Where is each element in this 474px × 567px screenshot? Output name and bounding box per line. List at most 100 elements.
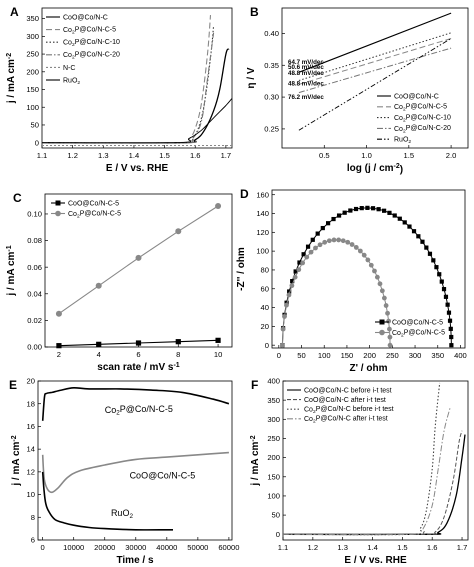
y-axis-label: j / mA cm-2​ xyxy=(11,435,22,486)
panel-letter: F xyxy=(251,378,258,392)
data-point xyxy=(365,257,371,263)
legend-entry: Co2​P@Co/N-C-10 xyxy=(63,39,120,48)
x-tick-label: 40000 xyxy=(156,543,177,552)
x-axis-label: log (j / cm-2​) xyxy=(347,163,403,176)
data-point xyxy=(320,225,325,231)
series-line xyxy=(282,434,466,536)
data-point xyxy=(349,242,355,247)
series-line xyxy=(298,38,452,131)
series-label: CoO@Co/N-C-5 xyxy=(130,471,196,481)
x-tick-label: 0 xyxy=(277,351,281,360)
plot-frame xyxy=(37,380,233,541)
data-point xyxy=(300,260,306,266)
x-tick-label: 20000 xyxy=(94,543,115,552)
data-point xyxy=(310,237,315,242)
x-tick-label: 10000 xyxy=(63,543,84,552)
x-tick-label: 50 xyxy=(297,351,305,360)
x-tick-label: 150 xyxy=(341,351,354,360)
panel-d: 0 50 100 150 200 250 300 350 400 0 20 40 60 80 100 120 1… xyxy=(236,187,467,374)
x-tick-label: 0.5 xyxy=(319,151,330,160)
y-tick-label: 40 xyxy=(261,303,269,312)
series-line xyxy=(41,48,230,144)
x-tick-label: 300 xyxy=(409,351,422,360)
data-point xyxy=(359,206,364,211)
data-point xyxy=(381,295,387,301)
tafel-slope-label: 76.2 mV/dec xyxy=(288,94,324,101)
data-point xyxy=(301,252,306,257)
data-point xyxy=(326,238,332,244)
data-point xyxy=(449,343,454,348)
data-point xyxy=(289,283,295,289)
data-point xyxy=(322,239,328,245)
y-tick-label: 0.02 xyxy=(27,316,42,325)
data-point xyxy=(331,237,337,243)
y-tick-label: 20 xyxy=(261,322,269,331)
data-point xyxy=(296,267,302,273)
series-line xyxy=(41,451,229,494)
series-line xyxy=(281,239,391,346)
data-point xyxy=(441,287,447,292)
data-point xyxy=(340,238,346,244)
tafel-slope-label: 50.6 mV/dec xyxy=(288,64,324,71)
legend-entry: CoO@Co/N-C after i-t test xyxy=(304,397,386,404)
y-tick-label: 0.00 xyxy=(27,343,42,352)
data-point xyxy=(383,303,389,308)
data-point xyxy=(448,326,453,331)
x-tick-label: 100 xyxy=(318,351,331,360)
tafel-slope-label: 64.7 mV/dec xyxy=(288,59,324,66)
data-point xyxy=(286,292,292,298)
y-axis-label: -Z'' / ohm xyxy=(236,247,247,291)
data-point xyxy=(379,288,385,294)
data-point xyxy=(447,318,453,323)
data-point xyxy=(342,210,347,215)
y-tick-label: 0.04 xyxy=(27,289,42,298)
data-point xyxy=(290,279,295,284)
data-point xyxy=(387,210,392,215)
y-tick-label: 12 xyxy=(27,467,35,476)
series-line xyxy=(41,15,212,144)
x-axis-label: Time / s xyxy=(116,555,153,566)
data-point xyxy=(424,245,429,250)
x-tick-label: 1.4 xyxy=(367,543,378,552)
legend-marker xyxy=(55,200,61,206)
x-tick-label: 1.2 xyxy=(67,151,78,160)
data-point xyxy=(392,213,397,218)
y-tick-label: 16 xyxy=(27,422,35,431)
data-point xyxy=(385,310,390,316)
y-tick-label: 200 xyxy=(267,453,280,462)
panel-letter: A xyxy=(10,5,19,19)
y-tick-label: 0 xyxy=(276,530,280,539)
panel-letter: C xyxy=(13,191,22,205)
data-point xyxy=(411,229,417,234)
data-point xyxy=(331,216,336,222)
data-point xyxy=(365,205,370,210)
y-tick-label: 350 xyxy=(267,396,280,405)
data-point xyxy=(437,272,442,277)
y-tick-label: 250 xyxy=(26,50,39,59)
panel-e: 0 10000 20000 30000 40000 50000 60000 6 8 10 12 14 1… xyxy=(9,377,239,566)
y-tick-label: 0.40 xyxy=(264,29,279,38)
data-point xyxy=(348,208,353,213)
x-axis-label: E / V vs. RHE xyxy=(106,163,169,174)
legend-entry: RuO2​ xyxy=(394,137,411,145)
y-tick-label: 10 xyxy=(27,490,35,499)
data-point xyxy=(56,343,62,349)
x-tick-label: 1.3 xyxy=(337,543,348,552)
series-line xyxy=(282,430,463,535)
data-point xyxy=(293,269,298,274)
data-point xyxy=(370,206,376,211)
data-point xyxy=(449,334,454,340)
y-tick-label: 100 xyxy=(26,103,39,112)
legend-entry: Co2​P@Co/N-C-5 xyxy=(392,329,445,338)
legend-entry: Co2​P@Co/N-C-10 xyxy=(394,114,451,123)
legend-marker xyxy=(379,319,385,325)
legend-marker xyxy=(379,329,385,336)
y-tick-label: 14 xyxy=(27,445,35,454)
data-point xyxy=(175,339,181,345)
data-point xyxy=(446,310,452,315)
data-point xyxy=(368,262,374,268)
tafel-slope-label: 48.8 mV/dec xyxy=(288,81,324,88)
plot-frame xyxy=(41,7,233,149)
series-line xyxy=(281,207,452,346)
x-tick-label: 2 xyxy=(57,350,61,359)
